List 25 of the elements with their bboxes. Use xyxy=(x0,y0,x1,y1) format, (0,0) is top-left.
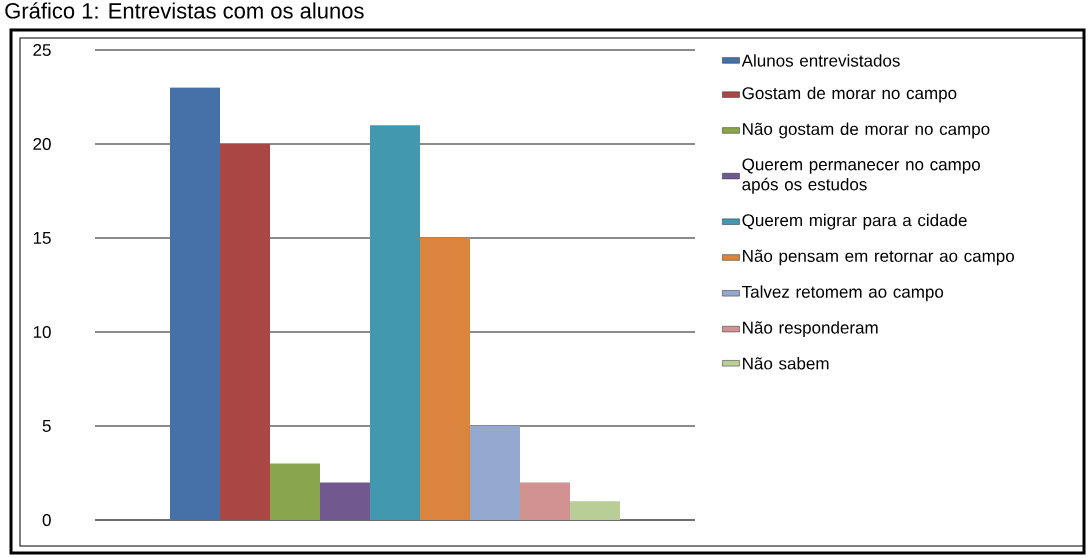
bar xyxy=(420,238,470,520)
bar xyxy=(320,482,371,520)
legend-label: Não responderam xyxy=(743,321,878,338)
legend-label: Não pensam em retornar ao campo xyxy=(743,249,1014,266)
bar xyxy=(520,482,571,520)
bar xyxy=(220,144,270,520)
legend-label: Não sabem xyxy=(743,357,829,370)
legend-label: Gostam de morar no campo xyxy=(742,86,957,103)
legend-label: Querem permanecer no campo após os estudos xyxy=(742,158,980,194)
y-tick-label: 0 xyxy=(42,513,51,527)
bar xyxy=(370,125,421,520)
legend-label: Querem migrar para a cidade xyxy=(742,213,967,230)
legend-label: Não gostam de morar no campo xyxy=(743,122,990,139)
bar xyxy=(270,463,320,520)
chart-title: Gráfico 1: Entrevistas com os alunos xyxy=(5,2,364,19)
y-tick-label: 5 xyxy=(42,420,51,432)
bar xyxy=(470,426,521,520)
y-tick-label: 10 xyxy=(33,325,51,339)
y-tick-label: 15 xyxy=(33,232,51,244)
legend-label: Talvez retomem ao campo xyxy=(742,285,944,302)
y-tick-label: 20 xyxy=(33,137,51,151)
bar xyxy=(570,501,621,520)
bar xyxy=(170,87,221,520)
y-tick-label: 25 xyxy=(33,43,51,57)
legend-label: Alunos entrevistados xyxy=(741,54,900,67)
